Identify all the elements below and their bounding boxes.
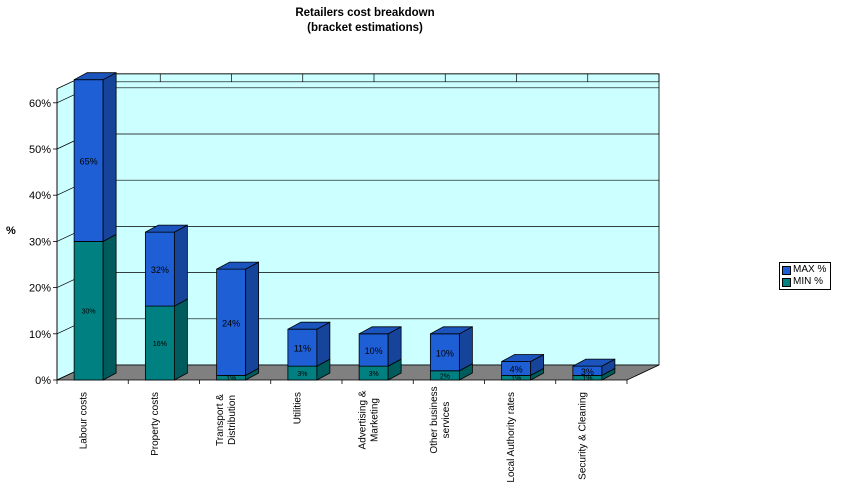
category-label-line: Transport & [215,394,226,446]
data-label-min: 3% [369,371,379,378]
data-label-min: 3% [297,371,307,378]
bar-min-side [173,298,188,381]
category-label-line: Distribution [227,395,238,445]
y-tick-label: 10% [29,329,51,341]
data-label-max: 4% [510,364,523,374]
data-label-min: 30% [82,309,96,316]
bar-max-top [145,224,188,233]
y-axis-ticks: 0% 10% 20% 30% 40% 50% 60% [29,98,628,387]
y-tick-label: 40% [29,190,51,202]
legend: MAX % MIN % [779,262,832,290]
bar-max-front [216,268,247,376]
bar-max-side [102,72,117,243]
y-tick-label: 0% [35,375,51,387]
data-label-max: 65% [80,157,98,167]
bar-max-front [429,333,460,372]
category-label: Labour costs [79,392,90,449]
legend-item-min: MIN % [782,276,826,288]
data-label-max: 11% [294,344,311,354]
category-label-line: Local Authority rates [506,392,517,483]
legend-label-max: MAX % [793,264,827,275]
category-label: Advertising &Marketing [358,390,381,449]
category-label-line: Advertising & [358,390,369,449]
category-label: Local Authority rates [506,392,517,483]
category-label: Transport &Distribution [215,394,238,446]
bar-max-top [430,326,473,335]
data-label-max: 32% [151,265,169,275]
bar-min-front [73,240,104,381]
category-label: Utilities [292,392,303,424]
data-label-max: 24% [222,318,240,328]
category-label: Property costs [150,392,161,456]
bar-max-side [173,224,188,307]
bar-max-front [73,79,104,242]
category-label-line: Marketing [370,398,381,442]
category-label-line: Property costs [150,392,161,456]
y-tick-label: 60% [29,98,51,110]
data-label-min: 2% [440,373,450,380]
bar-min-side [102,233,117,381]
category-label-line: Other business [429,386,440,453]
category-label-line: services [441,402,452,439]
chart-subtitle: (bracket estimations) [307,22,423,34]
data-label-max: 10% [365,346,383,356]
chart-title: Retailers cost breakdown [295,7,434,19]
category-label: Security & Cleaning [577,392,588,480]
category-label-line: Security & Cleaning [577,392,588,480]
y-axis-label: % [6,225,16,237]
category-label-line: Labour costs [79,392,90,449]
legend-label-min: MIN % [793,276,823,287]
data-label-min: 1% [582,376,592,383]
bar-max-top [73,72,117,81]
bar-max-top [216,261,259,270]
bar-max-front [358,333,389,367]
y-tick-label: 50% [29,144,51,156]
data-label-max: 3% [581,367,594,377]
bar-max-side [245,261,260,377]
bar-max-front [144,231,175,307]
bar-max-top [501,354,544,362]
y-tick-label: 30% [29,236,51,248]
bar-series [73,72,616,381]
x-axis-categories: Labour costs Property costs Transport &Dis… [79,386,589,482]
y-tick-label: 20% [29,283,51,295]
category-label-line: Utilities [292,392,303,424]
legend-swatch-max [782,265,791,275]
legend-swatch-min [782,277,791,287]
category-label: Other businessservices [429,386,452,453]
data-label-max: 10% [436,348,454,358]
data-label-min: 1% [226,376,236,383]
data-labels: 30%65%16%32%1%24%3%11%3%10%2%10%1%4%1%3% [80,157,594,383]
bar-max-top [358,326,402,335]
data-label-min: 1% [511,376,521,383]
bar-max-top [572,358,616,367]
bar-max-top [287,321,331,330]
bar-max-side [316,321,331,367]
bar-max-side [458,326,473,372]
data-label-min: 16% [153,341,167,348]
legend-item-max: MAX % [782,264,826,276]
